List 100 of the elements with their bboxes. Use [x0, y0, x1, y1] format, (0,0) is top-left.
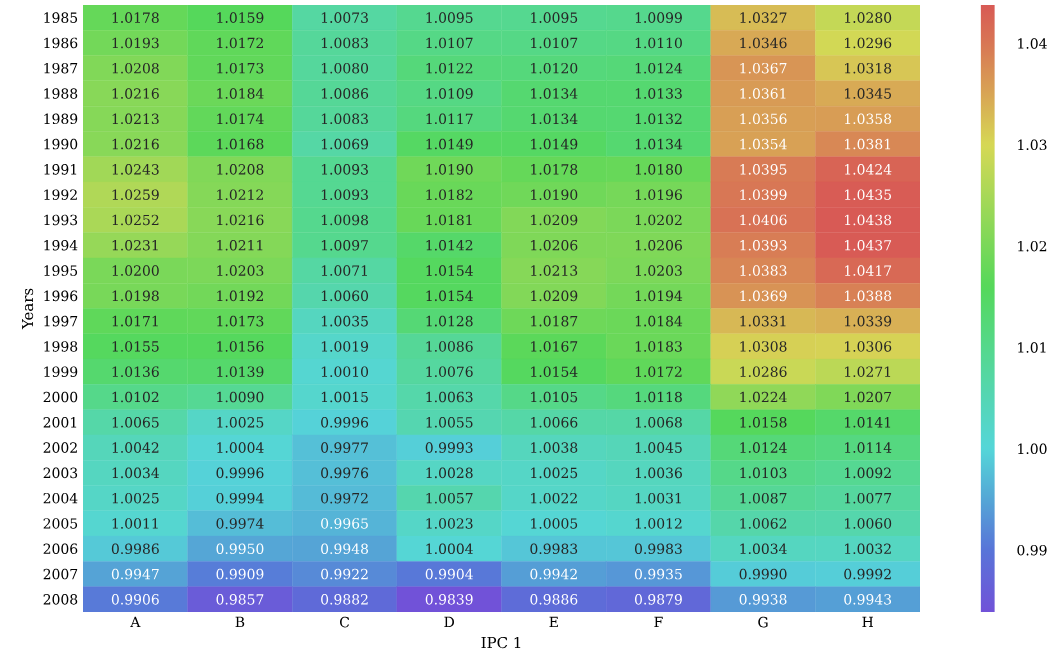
- y-axis-title: Years: [22, 288, 34, 330]
- data-label: 1.0068: [635, 417, 682, 428]
- data-label: 1.0141: [845, 417, 891, 428]
- data-label: 1.0306: [845, 341, 892, 352]
- data-label: 0.9983: [634, 543, 682, 555]
- data-label: 1.0103: [740, 467, 787, 479]
- data-label: 1.0066: [531, 417, 578, 428]
- y-tick-label: 1995: [44, 265, 78, 276]
- data-label: 1.0327: [740, 12, 787, 23]
- data-label: 1.0011: [112, 518, 158, 529]
- data-label: 1.0173: [217, 315, 264, 327]
- y-tick-label: 2004: [43, 492, 78, 504]
- data-label: 0.9974: [216, 518, 264, 529]
- data-label: 1.0155: [112, 341, 159, 352]
- data-label: 1.0172: [635, 366, 682, 377]
- data-label: 1.0012: [635, 518, 682, 529]
- data-label: 1.0069: [321, 138, 369, 150]
- color-bar-label: 1.04: [1018, 38, 1047, 49]
- data-label: 1.0393: [740, 239, 787, 251]
- y-tick-label: 2002: [43, 442, 77, 453]
- data-label: 1.0173: [217, 62, 264, 74]
- y-tick-label: 2000: [43, 391, 78, 403]
- data-label: 1.0099: [635, 12, 682, 23]
- data-label: 1.0025: [531, 467, 578, 479]
- data-label: 1.0178: [531, 164, 578, 175]
- data-label: 1.0424: [845, 164, 892, 175]
- x-tick-label: F: [654, 616, 663, 628]
- data-label: 1.0356: [740, 113, 787, 125]
- y-tick-label: 1988: [44, 88, 78, 99]
- data-label: 1.0093: [321, 164, 368, 175]
- data-label: 1.0211: [217, 239, 263, 251]
- data-label: 1.0339: [845, 315, 892, 327]
- x-tick-label: D: [444, 616, 454, 628]
- data-label: 1.0149: [426, 138, 473, 150]
- data-label: 0.9904: [425, 568, 473, 580]
- data-label: 1.0098: [321, 214, 369, 226]
- data-label: 0.9935: [634, 568, 682, 580]
- data-label: 1.0184: [635, 315, 683, 327]
- data-label: 1.0381: [845, 138, 891, 150]
- data-label: 1.0156: [217, 341, 264, 352]
- data-label: 1.0158: [740, 417, 787, 428]
- data-label: 1.0065: [112, 417, 159, 428]
- data-label: 1.0406: [740, 214, 787, 226]
- color-bar-label: 0.99: [1017, 544, 1047, 556]
- data-label: 1.0128: [426, 315, 473, 327]
- data-label: 1.0025: [217, 417, 264, 428]
- data-label: 0.9977: [321, 442, 368, 453]
- data-label: 1.0102: [112, 391, 159, 403]
- data-label: 1.0057: [426, 492, 473, 504]
- data-label: 1.0361: [740, 88, 786, 99]
- data-label: 1.0034: [112, 467, 160, 479]
- data-label: 0.9886: [530, 594, 578, 605]
- y-tick-label: 1991: [44, 164, 77, 175]
- data-label: 1.0367: [740, 62, 787, 74]
- data-label: 0.9948: [321, 543, 369, 555]
- data-label: 1.0117: [426, 113, 473, 125]
- data-label: 1.0358: [845, 113, 892, 125]
- data-label: 0.9906: [111, 594, 159, 605]
- data-label: 1.0192: [217, 290, 263, 302]
- data-label: 0.9882: [321, 594, 368, 605]
- data-label: 1.0346: [740, 37, 787, 49]
- data-label: 1.0271: [845, 366, 891, 377]
- data-label: 1.0190: [531, 189, 578, 200]
- data-label: 1.0208: [217, 164, 264, 175]
- color-bar-label: 1.03: [1018, 139, 1047, 151]
- data-label: 0.9950: [216, 543, 264, 555]
- data-label: 1.0107: [426, 37, 473, 49]
- data-label: 1.0035: [321, 315, 368, 327]
- y-tick-label: 1997: [44, 315, 78, 327]
- data-label: 1.0399: [740, 189, 787, 200]
- data-label: 1.0212: [217, 189, 263, 200]
- data-label: 1.0417: [845, 265, 892, 276]
- data-label: 1.0124: [740, 442, 787, 453]
- y-tick-label: 2005: [43, 518, 78, 529]
- data-label: 1.0093: [321, 189, 368, 200]
- data-label: 1.0087: [740, 492, 787, 504]
- data-label: 1.0354: [740, 138, 787, 150]
- data-label: 1.0383: [740, 265, 787, 276]
- data-label: 1.0216: [112, 138, 159, 150]
- data-label: 1.0042: [112, 442, 159, 453]
- data-label: 1.0200: [112, 265, 159, 276]
- x-tick-label: C: [340, 616, 350, 628]
- data-label: 1.0025: [112, 492, 159, 504]
- data-label: 1.0071: [321, 265, 367, 276]
- data-label: 1.0118: [635, 391, 682, 403]
- data-label: 1.0194: [635, 290, 683, 302]
- data-label: 0.9972: [321, 492, 368, 504]
- data-label: 1.0034: [740, 543, 787, 555]
- data-label: 1.0023: [426, 518, 473, 529]
- data-label: 1.0010: [321, 366, 369, 377]
- data-label: 1.0092: [845, 467, 891, 479]
- data-label: 1.0095: [531, 12, 578, 23]
- x-tick-label: B: [235, 616, 245, 628]
- data-label: 1.0395: [740, 164, 787, 175]
- data-label: 1.0134: [531, 113, 578, 125]
- data-label: 1.0318: [845, 62, 892, 74]
- data-label: 1.0015: [321, 391, 368, 403]
- data-label: 1.0178: [112, 12, 159, 23]
- y-tick-label: 2008: [43, 594, 78, 605]
- y-tick-label: 1999: [44, 366, 78, 377]
